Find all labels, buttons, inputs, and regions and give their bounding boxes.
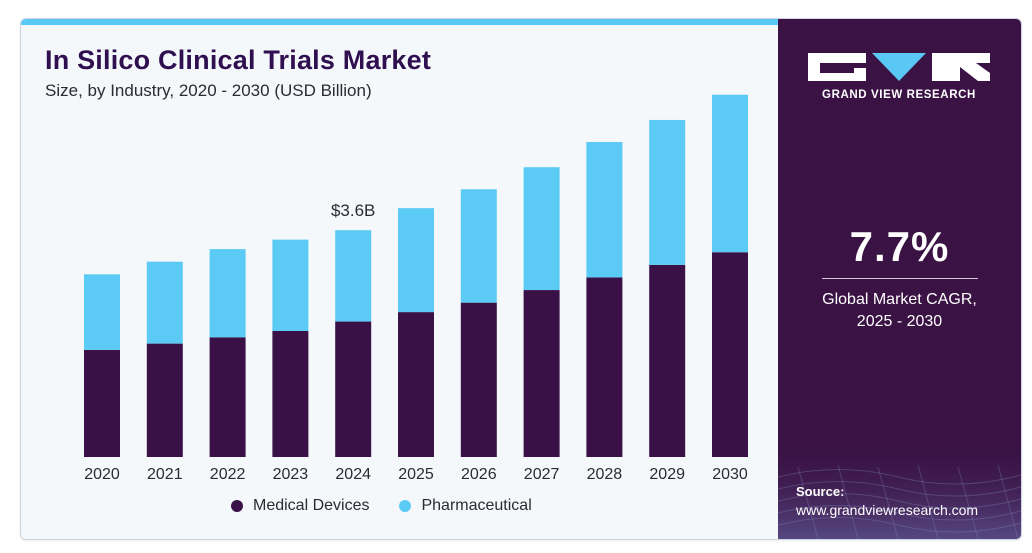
source-url: www.grandviewresearch.com [796, 502, 979, 518]
data-label-2024: $3.6B [331, 201, 375, 220]
legend-dot-pharmaceutical [399, 500, 412, 512]
sidebar-panel: GRAND VIEW RESEARCH 7.7% Global Market C… [778, 19, 1021, 539]
bar-medical-devices-2026 [460, 302, 497, 457]
bar-pharmaceutical-2020 [84, 274, 120, 350]
x-tick-label: 2020 [84, 466, 120, 483]
x-tick-label: 2028 [587, 466, 623, 483]
legend-item-medical-devices: Medical Devices [231, 497, 369, 515]
x-tick-label: 2027 [524, 466, 560, 483]
bar-medical-devices-2022 [209, 337, 246, 457]
cagr-label-line2: 2025 - 2030 [856, 313, 943, 330]
chart-title: In Silico Clinical Trials Market [45, 45, 432, 75]
bar-medical-devices-2030 [712, 252, 748, 457]
bar-medical-devices-2025 [398, 312, 434, 457]
gvr-logo-icon [808, 53, 990, 81]
cagr-value: 7.7% [849, 223, 950, 270]
cagr-divider [822, 278, 978, 279]
bar-pharmaceutical-2029 [649, 119, 686, 265]
bar-pharmaceutical-2027 [523, 167, 560, 291]
bar-medical-devices-2020 [84, 349, 120, 457]
x-tick-label: 2030 [712, 466, 748, 483]
bar-medical-devices-2021 [146, 343, 183, 457]
bar-pharmaceutical-2030 [712, 94, 748, 253]
bar-pharmaceutical-2028 [586, 142, 623, 278]
source-background [778, 437, 1021, 539]
x-tick-label: 2025 [398, 466, 434, 483]
bar-medical-devices-2024 [335, 321, 372, 457]
source-title: Source: [796, 484, 845, 499]
logo-text: GRAND VIEW RESEARCH [822, 89, 976, 101]
bar-medical-devices-2027 [523, 290, 560, 457]
x-tick-label: 2029 [649, 466, 685, 483]
chart-subtitle: Size, by Industry, 2020 - 2030 (USD Bill… [45, 81, 372, 100]
bar-medical-devices-2028 [586, 277, 623, 457]
chart-card: In Silico Clinical Trials Market Size, b… [20, 18, 1022, 540]
company-logo: GRAND VIEW RESEARCH [808, 49, 990, 101]
cagr-label: Global Market CAGR, 2025 - 2030 [778, 289, 1021, 333]
bar-chart: 2020 2021 2022 2023 2024 2025 2026 2027 2028 2029… [84, 94, 748, 483]
legend-item-pharmaceutical: Pharmaceutical [399, 497, 532, 515]
bar-medical-devices-2023 [272, 331, 309, 457]
cagr-label-line1: Global Market CAGR, [822, 291, 977, 308]
bar-pharmaceutical-2023 [272, 239, 309, 331]
legend: Medical Devices Pharmaceutical [231, 497, 532, 515]
x-tick-label: 2023 [273, 466, 309, 483]
x-tick-label: 2024 [335, 466, 371, 483]
bar-pharmaceutical-2021 [146, 261, 183, 344]
bar-pharmaceutical-2025 [398, 208, 434, 313]
bar-pharmaceutical-2024 [335, 230, 372, 322]
legend-label-medical-devices: Medical Devices [253, 497, 370, 514]
x-tick-label: 2021 [147, 466, 183, 483]
legend-label-pharmaceutical: Pharmaceutical [421, 497, 532, 514]
bar-pharmaceutical-2022 [209, 249, 246, 338]
legend-dot-medical-devices [231, 500, 243, 512]
bar-medical-devices-2029 [649, 264, 686, 457]
bar-pharmaceutical-2026 [460, 189, 497, 303]
accent-bar [21, 19, 778, 25]
x-tick-label: 2026 [461, 466, 497, 483]
x-tick-label: 2022 [210, 466, 246, 483]
